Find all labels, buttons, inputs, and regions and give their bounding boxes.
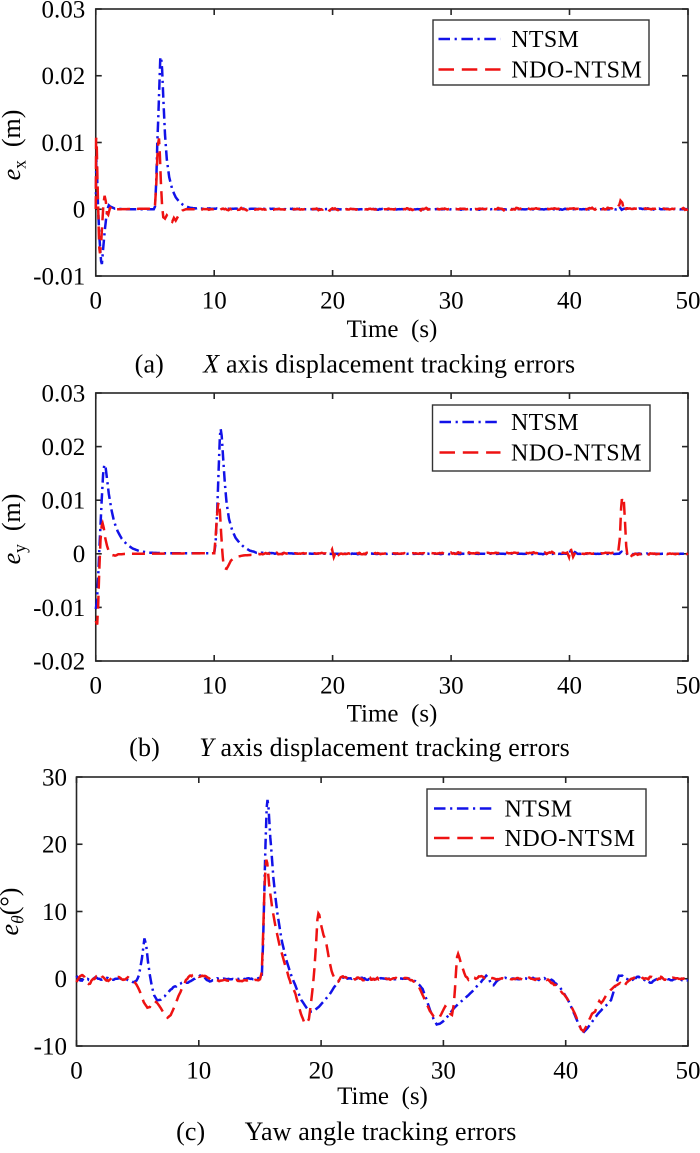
svg-text:20: 20 bbox=[320, 673, 345, 700]
svg-text:50: 50 bbox=[676, 288, 700, 315]
svg-text:NTSM: NTSM bbox=[505, 797, 573, 823]
svg-text:Time (s): Time (s) bbox=[347, 316, 438, 343]
svg-text:20: 20 bbox=[320, 288, 345, 315]
svg-text:0: 0 bbox=[90, 288, 103, 315]
svg-text:NDO-NTSM: NDO-NTSM bbox=[511, 58, 642, 84]
svg-text:0.03: 0.03 bbox=[42, 380, 86, 407]
svg-text:10: 10 bbox=[42, 899, 67, 926]
svg-text:40: 40 bbox=[557, 673, 582, 700]
svg-text:40: 40 bbox=[553, 1058, 578, 1085]
svg-text:NTSM: NTSM bbox=[511, 410, 579, 436]
svg-text:-10: -10 bbox=[34, 1033, 67, 1060]
svg-text:NDO-NTSM: NDO-NTSM bbox=[511, 441, 642, 467]
svg-text:Time (s): Time (s) bbox=[347, 701, 438, 728]
svg-text:NDO-NTSM: NDO-NTSM bbox=[505, 826, 636, 852]
svg-text:ey (m): ey (m) bbox=[0, 494, 30, 565]
svg-text:10: 10 bbox=[186, 1058, 211, 1085]
svg-text:eθ(°): eθ(°) bbox=[0, 888, 28, 936]
svg-text:ex (m): ex (m) bbox=[0, 110, 30, 181]
svg-text:50: 50 bbox=[676, 1058, 700, 1085]
svg-text:(c) Yaw angle tracking errors: (c) Yaw angle tracking errors bbox=[176, 1117, 516, 1146]
svg-text:Time (s): Time (s) bbox=[337, 1083, 428, 1110]
svg-text:10: 10 bbox=[202, 288, 227, 315]
svg-text:0.03: 0.03 bbox=[42, 0, 86, 23]
svg-text:0.01: 0.01 bbox=[42, 130, 86, 157]
svg-text:(b) Y axis displacement track: (b) Y axis displacement tracking errors bbox=[129, 733, 570, 762]
svg-text:-0.01: -0.01 bbox=[33, 595, 85, 622]
svg-text:30: 30 bbox=[439, 673, 464, 700]
svg-text:0: 0 bbox=[55, 966, 68, 993]
svg-text:40: 40 bbox=[557, 288, 582, 315]
svg-text:10: 10 bbox=[202, 673, 227, 700]
svg-text:20: 20 bbox=[309, 1058, 334, 1085]
svg-text:30: 30 bbox=[42, 764, 67, 791]
svg-text:0: 0 bbox=[73, 541, 86, 568]
svg-text:-0.01: -0.01 bbox=[33, 263, 85, 290]
svg-text:0.01: 0.01 bbox=[42, 488, 86, 515]
svg-text:30: 30 bbox=[439, 288, 464, 315]
svg-text:20: 20 bbox=[42, 832, 67, 859]
svg-text:0.02: 0.02 bbox=[42, 63, 86, 90]
svg-text:50: 50 bbox=[676, 673, 700, 700]
svg-text:0.02: 0.02 bbox=[42, 434, 86, 461]
svg-text:NTSM: NTSM bbox=[511, 27, 579, 53]
svg-text:0: 0 bbox=[70, 1058, 83, 1085]
svg-text:-0.02: -0.02 bbox=[33, 648, 85, 675]
svg-text:(a) X axis displacement track: (a) X axis displacement tracking errors bbox=[135, 350, 576, 379]
svg-text:0: 0 bbox=[73, 197, 86, 224]
svg-text:0: 0 bbox=[90, 673, 103, 700]
svg-text:30: 30 bbox=[431, 1058, 456, 1085]
